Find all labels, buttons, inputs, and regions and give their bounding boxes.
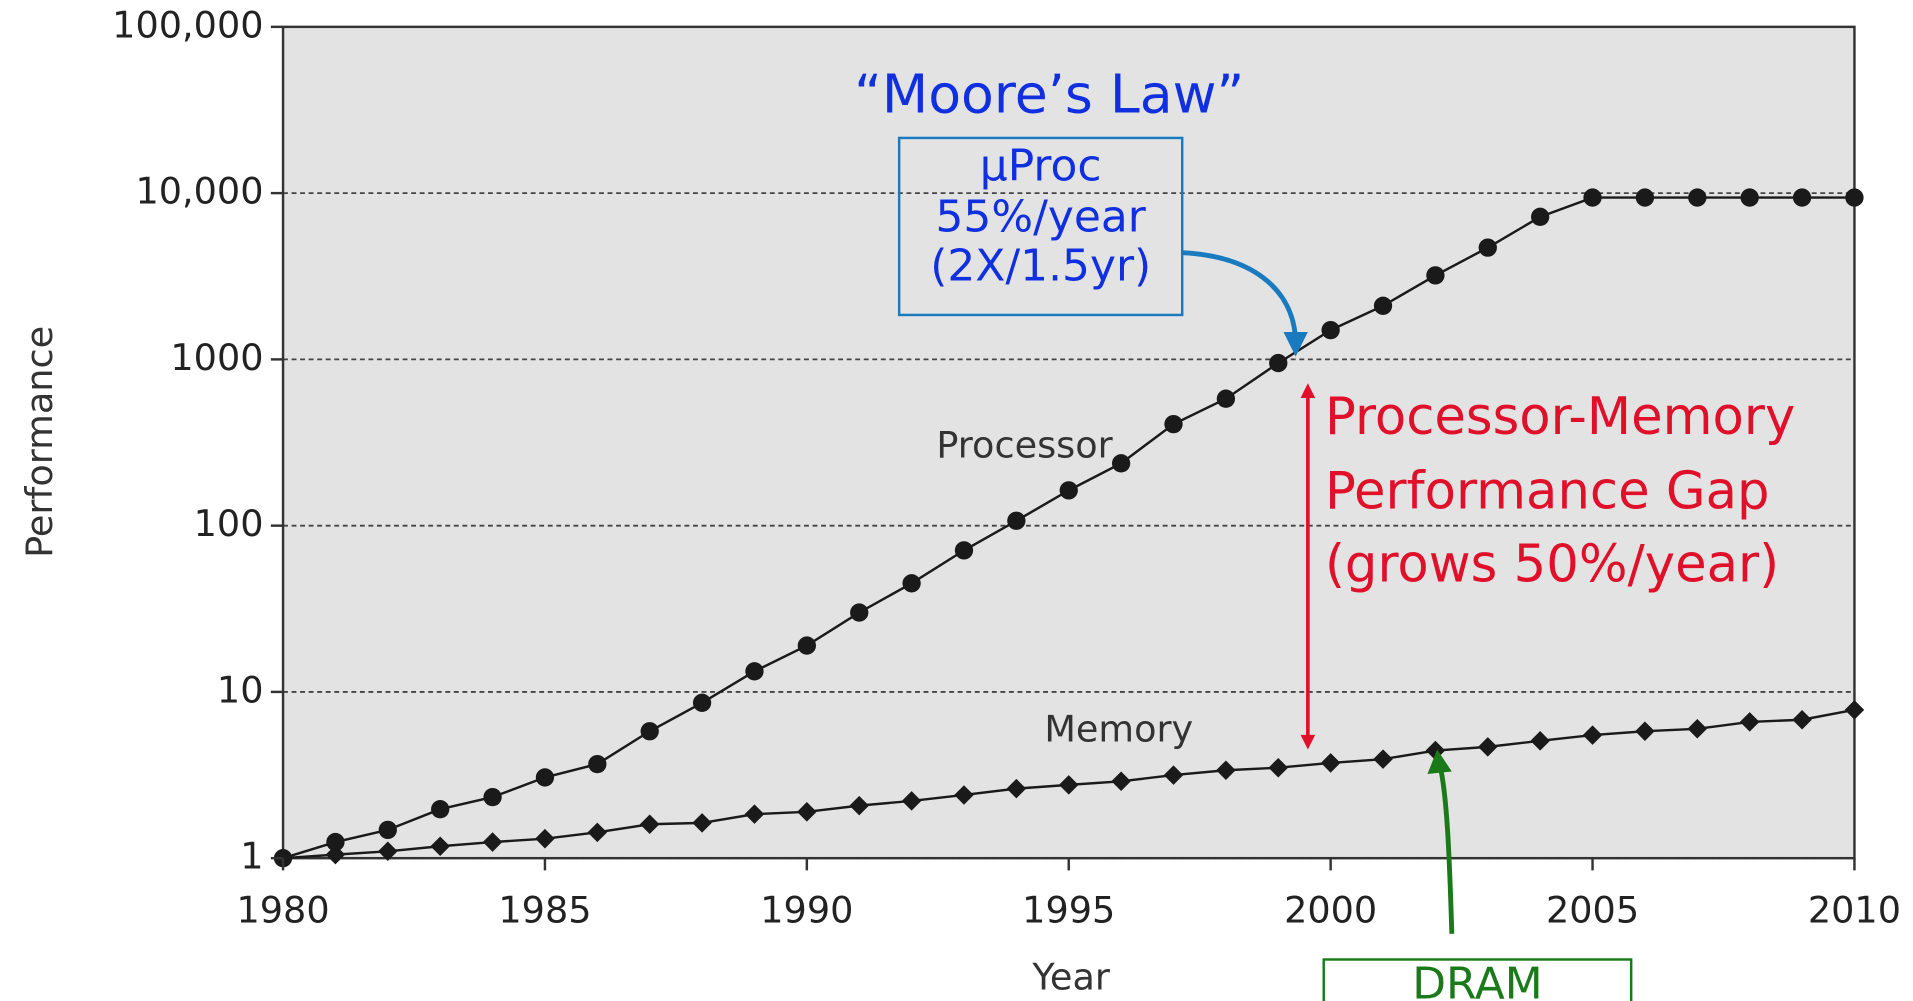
marker (1582, 725, 1603, 745)
marker (1111, 454, 1131, 473)
marker (640, 722, 659, 741)
marker (1320, 753, 1341, 773)
annotation: “Moore’s Law” (854, 62, 1244, 125)
y-tick-label: 10,000 (135, 170, 263, 213)
y-tick-label: 1 (240, 835, 263, 878)
x-tick-label: 1980 (236, 888, 329, 931)
marker (1844, 700, 1865, 720)
x-tick-label: 2010 (1808, 888, 1901, 931)
marks (273, 188, 1865, 868)
marker (901, 791, 922, 811)
marker (745, 662, 764, 681)
marker (1216, 760, 1236, 781)
x-tick-label: 2005 (1546, 888, 1639, 931)
marker (1635, 188, 1655, 207)
marker (1845, 188, 1864, 207)
marker (1792, 709, 1812, 730)
marker (1478, 238, 1497, 257)
marker (902, 574, 921, 593)
marker (1688, 188, 1707, 207)
marker (1426, 266, 1445, 285)
arrowhead (1283, 332, 1308, 357)
marker (850, 603, 869, 622)
marker (954, 541, 974, 560)
marker (482, 832, 503, 852)
marker (797, 802, 817, 822)
y-tick-label: 100 (194, 502, 264, 545)
marker (1531, 207, 1550, 226)
x-tick-label: 1995 (1022, 888, 1115, 931)
marker (692, 693, 712, 712)
x-tick-label: 1985 (498, 888, 591, 931)
annotation: (2X/1.5yr) (930, 241, 1151, 292)
marker (430, 836, 450, 856)
annotation: (grows 50%/year) (1325, 535, 1779, 595)
marker (954, 785, 974, 805)
y-tick-label: 1000 (170, 336, 263, 379)
marker (1163, 765, 1184, 785)
marker (431, 800, 450, 819)
y-axis-label: Performance (18, 326, 61, 558)
marker (378, 820, 397, 840)
marker (849, 795, 869, 816)
annotation: Processor-Memory (1325, 387, 1795, 447)
annotation: Performance Gap (1325, 461, 1770, 521)
annotation: 55%/year (936, 192, 1147, 243)
annotation: μProc (980, 140, 1102, 191)
y-tick-label: 10 (217, 668, 264, 711)
marker (1111, 771, 1131, 792)
marker (1058, 775, 1079, 795)
marker (1059, 481, 1078, 500)
marker (1792, 188, 1812, 207)
marker (797, 636, 816, 655)
marker (1373, 296, 1393, 315)
marker (1268, 757, 1289, 778)
marker (587, 822, 608, 843)
marker (1739, 712, 1760, 732)
marker (1164, 414, 1183, 434)
annotation-box (1322, 958, 1633, 1001)
marker (326, 832, 345, 852)
marker (1687, 719, 1708, 739)
arrowhead (1427, 749, 1452, 774)
marker (1583, 188, 1602, 207)
arrow (1437, 763, 1455, 934)
arrow (1182, 250, 1299, 345)
marker (1373, 749, 1393, 769)
marker (1007, 511, 1026, 530)
marker (1530, 731, 1550, 751)
marker (1006, 778, 1027, 799)
marker (535, 768, 555, 787)
marker (1478, 737, 1498, 757)
x-tick-label: 2000 (1284, 888, 1377, 931)
plot-area (283, 26, 1855, 859)
marker (1216, 389, 1236, 408)
series-label: Processor (936, 423, 1113, 466)
marker (1321, 320, 1340, 340)
x-axis-label: Year (1031, 956, 1110, 999)
x-tick-label: 1990 (760, 888, 853, 931)
marker (1635, 721, 1655, 742)
annotation-box (897, 136, 1184, 317)
marker (744, 804, 765, 824)
annotation: DRAM (1412, 958, 1542, 1001)
series-label: Memory (1044, 708, 1193, 751)
marker (1269, 353, 1288, 373)
y-tick-label: 100,000 (112, 3, 263, 46)
marker (588, 754, 607, 774)
marker (483, 787, 502, 807)
marker (692, 813, 712, 833)
marker (1740, 188, 1759, 207)
marker (325, 844, 346, 865)
